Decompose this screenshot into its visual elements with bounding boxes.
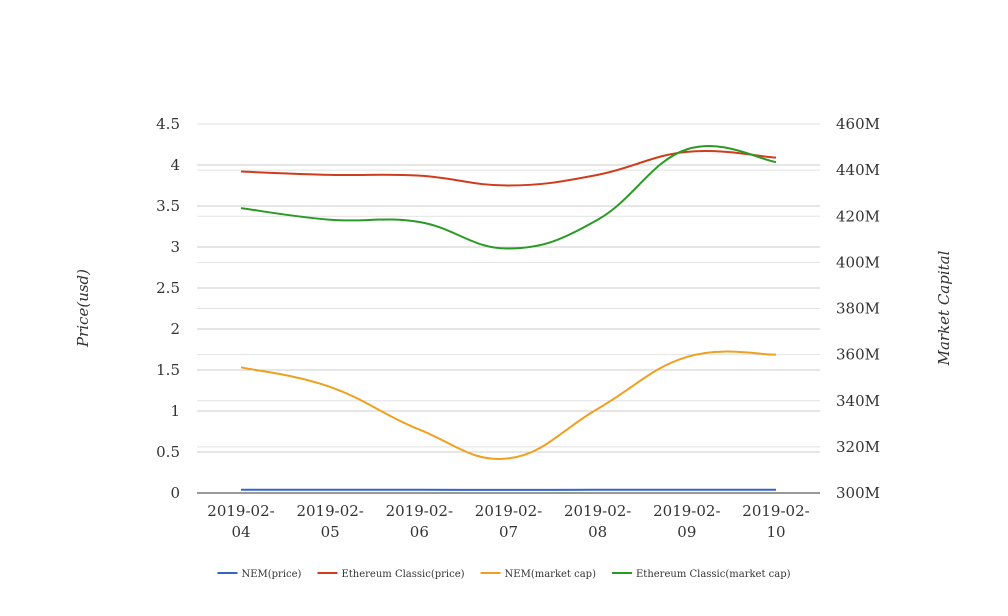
legend-label: NEM(price) bbox=[241, 569, 301, 580]
right-tick-label: 400M bbox=[836, 253, 880, 271]
x-tick-label: 2019-02-08 bbox=[564, 502, 631, 541]
legend-label: Ethereum Classic(price) bbox=[341, 569, 464, 580]
right-tick-label: 420M bbox=[836, 207, 880, 225]
right-tick-label: 340M bbox=[836, 392, 880, 410]
left-tick-label: 1 bbox=[170, 402, 180, 420]
right-tick-label: 440M bbox=[836, 161, 880, 179]
legend-label: Ethereum Classic(market cap) bbox=[636, 569, 791, 580]
right-axis-title: Market Capital bbox=[935, 250, 953, 366]
x-tick-label: 2019-02-06 bbox=[386, 502, 453, 541]
left-axis-ticks: 0 0.5 1 1.5 2 2.5 3 3.5 4 4.5 bbox=[156, 115, 180, 502]
x-tick-label: 2019-02-09 bbox=[653, 502, 720, 541]
right-tick-label: 380M bbox=[836, 300, 880, 318]
left-tick-label: 0.5 bbox=[156, 443, 180, 461]
series-line-4 bbox=[240, 145, 777, 250]
right-tick-label: 460M bbox=[836, 115, 880, 133]
right-tick-label: 300M bbox=[836, 484, 880, 502]
legend: NEM(price) Ethereum Classic(price) NEM(mar… bbox=[217, 569, 791, 580]
left-tick-label: 2 bbox=[170, 320, 180, 338]
right-tick-label: 360M bbox=[836, 346, 880, 364]
legend-label: NEM(market cap) bbox=[505, 569, 597, 580]
right-axis-ticks: 300M 320M 340M 360M 380M 400M 420M 440M 460M bbox=[836, 115, 880, 502]
left-tick-label: 1.5 bbox=[156, 361, 180, 379]
series-line-3 bbox=[240, 350, 777, 460]
left-tick-label: 3.5 bbox=[156, 197, 180, 215]
left-tick-label: 4 bbox=[170, 156, 180, 174]
series-lines bbox=[240, 145, 777, 491]
x-tick-label: 2019-02-05 bbox=[296, 502, 363, 541]
left-tick-label: 2.5 bbox=[156, 279, 180, 297]
left-tick-label: 4.5 bbox=[156, 115, 180, 133]
x-tick-label: 2019-02-10 bbox=[742, 502, 809, 541]
left-axis-title: Price(usd) bbox=[74, 269, 92, 348]
series-line-2 bbox=[240, 150, 777, 187]
left-tick-label: 0 bbox=[170, 484, 180, 502]
left-tick-label: 3 bbox=[170, 238, 180, 256]
x-tick-label: 2019-02-07 bbox=[475, 502, 542, 541]
x-axis-ticks: 2019-02-04 2019-02-05 2019-02-06 2019-02-07… bbox=[207, 502, 809, 541]
right-tick-label: 320M bbox=[836, 438, 880, 456]
x-tick-label: 2019-02-04 bbox=[207, 502, 274, 541]
grid-lines bbox=[197, 123, 820, 453]
